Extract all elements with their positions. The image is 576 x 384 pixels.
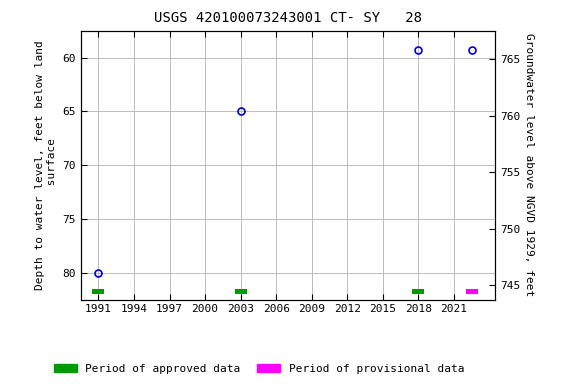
Bar: [234, 289, 247, 294]
Y-axis label: Groundwater level above NGVD 1929, feet: Groundwater level above NGVD 1929, feet: [524, 33, 535, 297]
Bar: [412, 289, 425, 294]
Bar: [466, 289, 478, 294]
Legend: Period of approved data, Period of provisional data: Period of approved data, Period of provi…: [50, 359, 468, 379]
Bar: [93, 289, 104, 294]
Y-axis label: Depth to water level, feet below land
 surface: Depth to water level, feet below land su…: [35, 40, 56, 290]
Title: USGS 420100073243001 CT- SY   28: USGS 420100073243001 CT- SY 28: [154, 12, 422, 25]
